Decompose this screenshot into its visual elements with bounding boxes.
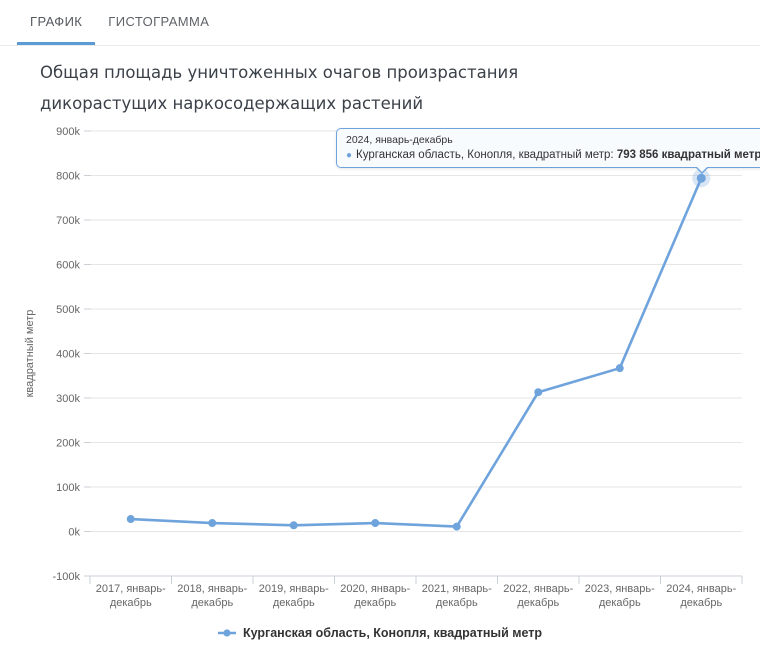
svg-text:400k: 400k bbox=[56, 349, 80, 361]
tooltip-series-name: Курганская область, Конопля, квадратный … bbox=[356, 149, 611, 161]
tooltip-separator: : bbox=[610, 149, 617, 161]
svg-text:2022, январь-декабрь: 2022, январь-декабрь bbox=[503, 583, 573, 609]
tooltip-header: 2024, январь-декабрь bbox=[346, 134, 453, 146]
svg-text:100k: 100k bbox=[56, 482, 80, 494]
svg-text:2019, январь-декабрь: 2019, январь-декабрь bbox=[259, 583, 329, 609]
svg-text:800k: 800k bbox=[56, 171, 80, 183]
chart-canvas[interactable]: -100k 0k 100k 200k 300k 400k 500k 600k 700k 800k 9… bbox=[0, 120, 760, 620]
series-point-icon: ● bbox=[346, 150, 353, 161]
svg-text:600k: 600k bbox=[56, 260, 80, 272]
line-chart: -100k 0k 100k 200k 300k 400k 500k 600k 700k 800k 9… bbox=[0, 120, 760, 657]
svg-text:700k: 700k bbox=[56, 215, 80, 227]
tooltip-row: ● Курганская область, Конопля, квадратный… bbox=[346, 149, 760, 161]
svg-text:200k: 200k bbox=[56, 438, 80, 450]
svg-text:2021, январь-декабрь: 2021, январь-декабрь bbox=[422, 583, 492, 609]
tab-chart[interactable]: ГРАФИК bbox=[17, 0, 96, 45]
svg-text:2020, январь-декабрь: 2020, январь-декабрь bbox=[340, 583, 410, 609]
svg-text:900k: 900k bbox=[56, 126, 80, 138]
tab-histogram[interactable]: ГИСТОГРАММА bbox=[108, 13, 210, 29]
svg-text:2018, январь-декабрь: 2018, январь-декабрь bbox=[177, 583, 247, 609]
tab-bar: ГРАФИК ГИСТОГРАММА bbox=[0, 0, 760, 46]
tooltip-arrow-fill bbox=[696, 166, 708, 172]
page-title: Общая площадь уничтоженных очагов произр… bbox=[40, 63, 519, 113]
chart-tooltip: 2024, январь-декабрь ● Курганская область… bbox=[336, 128, 760, 174]
svg-text:300k: 300k bbox=[56, 393, 80, 405]
svg-text:2023, январь-декабрь: 2023, январь-декабрь bbox=[585, 583, 655, 609]
svg-text:500k: 500k bbox=[56, 304, 80, 316]
svg-text:0k: 0k bbox=[68, 527, 80, 539]
legend-series-marker-icon bbox=[217, 629, 236, 637]
svg-text:2017, январь-декабрь: 2017, январь-декабрь bbox=[96, 583, 166, 609]
svg-text:2024, январь-декабрь: 2024, январь-декабрь bbox=[666, 583, 736, 609]
svg-text:-100k: -100k bbox=[52, 571, 80, 583]
chart-legend[interactable]: Курганская область, Конопля, квадратный … bbox=[0, 626, 760, 640]
svg-text:квадратный метр: квадратный метр bbox=[24, 310, 36, 398]
tooltip-value: 793 856 квадратный метр bbox=[616, 149, 760, 161]
legend-label: Курганская область, Конопля, квадратный … bbox=[242, 626, 543, 640]
